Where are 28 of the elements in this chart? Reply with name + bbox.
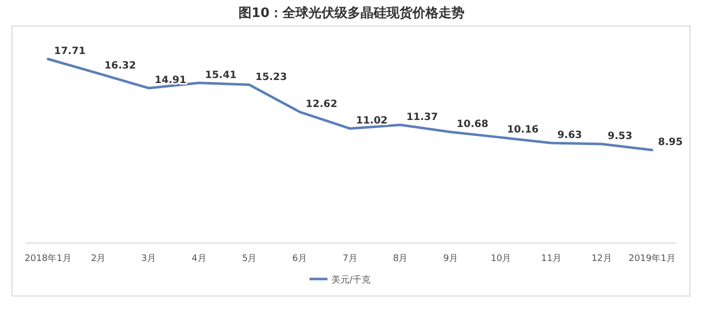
- data-label: 17.71: [54, 46, 86, 57]
- data-label: 12.62: [306, 98, 338, 110]
- x-tick-label: 2019年1月: [628, 253, 676, 264]
- x-tick-label: 9月: [443, 254, 458, 264]
- x-tick-label: 11月: [541, 254, 562, 264]
- x-tick-label: 6月: [292, 254, 308, 264]
- data-label: 11.37: [406, 112, 438, 123]
- data-label: 9.63: [557, 130, 582, 141]
- x-tick-label: 8月: [392, 254, 408, 264]
- data-label: 15.23: [255, 72, 288, 83]
- x-tick-label: 10月: [490, 254, 512, 264]
- x-tick-label: 3月: [141, 254, 156, 264]
- data-label: 16.32: [104, 60, 136, 72]
- data-label: 10.68: [456, 119, 488, 130]
- x-tick-label: 2018年1月: [24, 253, 72, 264]
- x-tick-label: 4月: [192, 254, 206, 264]
- x-tick-label: 2月: [90, 254, 106, 264]
- x-tick-label: 7月: [342, 254, 358, 264]
- chart-title: 图10：全球光伏级多晶硅现货价格走势: [238, 5, 465, 21]
- data-label: 14.91: [154, 75, 186, 86]
- x-tick-label: 5月: [242, 254, 257, 264]
- data-label: 10.16: [507, 124, 539, 136]
- data-label: 15.41: [205, 70, 237, 81]
- data-label: 8.95: [658, 137, 683, 148]
- data-label: 11.02: [356, 116, 388, 127]
- data-label: 9.53: [608, 130, 632, 142]
- legend-label: 美元/千克: [332, 274, 371, 286]
- x-tick-label: 12月: [591, 254, 612, 264]
